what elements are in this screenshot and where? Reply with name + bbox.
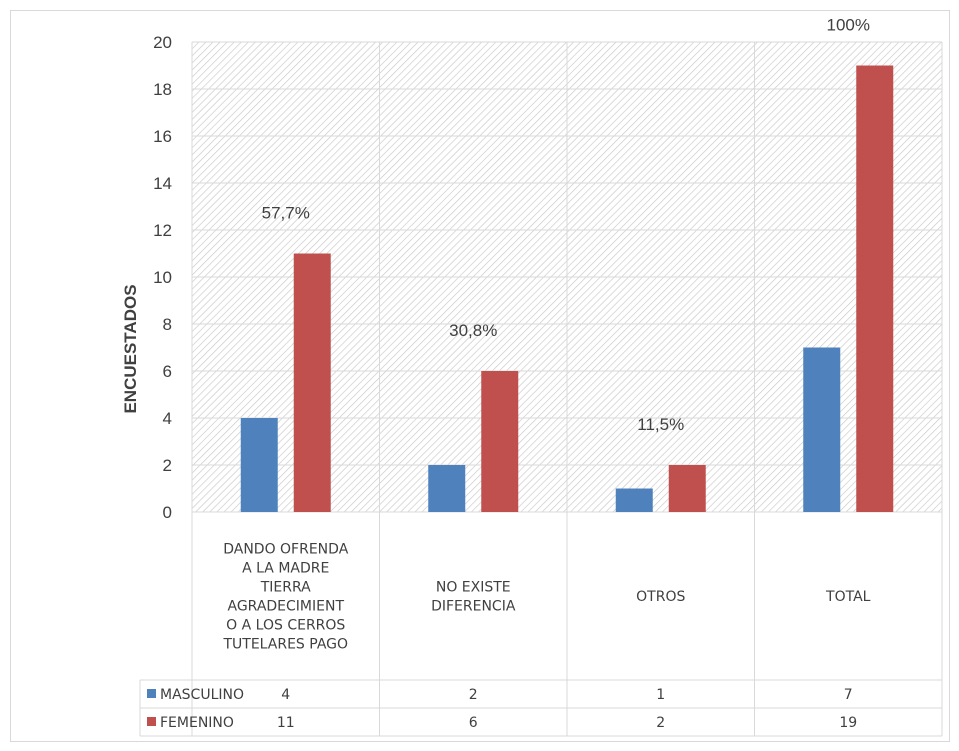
- bar-masculino: [240, 418, 278, 512]
- table-cell: 1: [656, 687, 665, 703]
- legend-label: FEMENINO: [160, 715, 234, 731]
- y-tick-label: 4: [163, 409, 172, 428]
- category-label: TIERRA: [260, 580, 311, 596]
- bar-masculino: [615, 488, 653, 512]
- table-cell: 6: [469, 715, 478, 731]
- y-tick-label: 12: [153, 221, 172, 240]
- table-cell: 2: [656, 715, 665, 731]
- bar-masculino: [428, 465, 466, 512]
- legend-key-femenino: [147, 717, 156, 726]
- data-label: 57,7%: [262, 204, 310, 223]
- bar-femenino: [856, 65, 894, 512]
- data-label: 30,8%: [449, 321, 497, 340]
- category-label: O A LOS CERROS: [226, 618, 345, 634]
- legend-label: MASCULINO: [160, 687, 244, 703]
- bar-masculino: [803, 347, 841, 512]
- table-cell: 2: [469, 687, 478, 703]
- y-tick-label: 14: [153, 174, 172, 193]
- category-label: NO EXISTE: [436, 580, 511, 596]
- table-cell: 4: [281, 687, 290, 703]
- y-tick-label: 18: [153, 80, 172, 99]
- data-label: 11,5%: [637, 415, 684, 434]
- y-tick-label: 0: [163, 503, 172, 522]
- y-tick-label: 6: [163, 362, 172, 381]
- category-label: A LA MADRE: [242, 561, 329, 577]
- y-tick-label: 20: [153, 33, 172, 52]
- y-tick-label: 10: [153, 268, 172, 287]
- data-label: 100%: [827, 16, 870, 35]
- table-cell: 7: [844, 687, 853, 703]
- category-label: DIFERENCIA: [431, 599, 516, 615]
- category-label: TUTELARES PAGO: [222, 637, 348, 653]
- bar-femenino: [668, 465, 706, 512]
- table-cell: 11: [277, 715, 295, 731]
- category-label: DANDO OFRENDA: [223, 542, 348, 558]
- category-label: AGRADECIMIENT: [227, 599, 344, 615]
- y-tick-label: 2: [163, 456, 172, 475]
- y-axis-title: ENCUESTADOS: [121, 284, 140, 413]
- category-label: TOTAL: [825, 589, 871, 605]
- y-tick-label: 16: [153, 127, 172, 146]
- bar-femenino: [293, 253, 331, 512]
- y-tick-label: 8: [163, 315, 172, 334]
- legend-key-masculino: [147, 689, 156, 698]
- category-label: OTROS: [636, 589, 685, 605]
- bar-femenino: [481, 371, 519, 512]
- table-cell: 19: [839, 715, 857, 731]
